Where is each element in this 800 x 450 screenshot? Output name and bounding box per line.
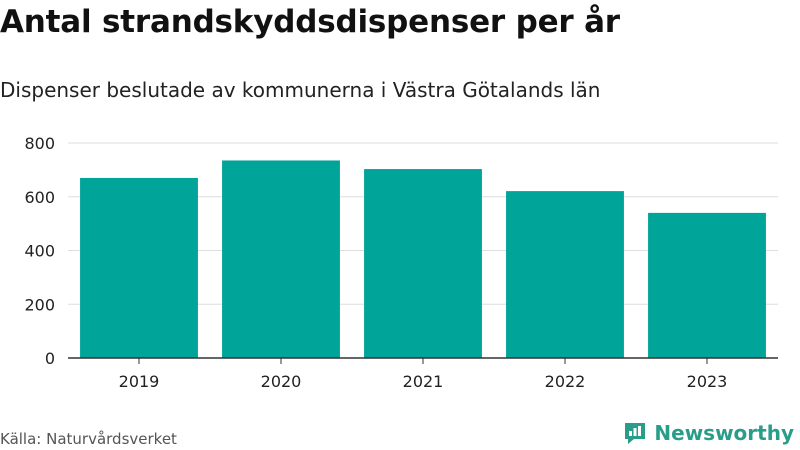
x-tick-label: 2021 — [403, 372, 444, 391]
x-tick-label: 2023 — [687, 372, 728, 391]
source-note: Källa: Naturvårdsverket — [0, 430, 177, 448]
brand-name: Newsworthy — [654, 421, 794, 445]
bar-2023 — [648, 212, 766, 358]
bar-2020 — [222, 160, 340, 358]
x-tick-label: 2020 — [261, 372, 302, 391]
bar-chart: 0 200 400 600 800 2019 2020 2021 2022 2023 — [24, 134, 778, 391]
y-tick-label: 400 — [24, 242, 55, 261]
y-tick-label: 800 — [24, 134, 55, 153]
y-tick-label: 600 — [24, 188, 55, 207]
brand-logo: Newsworthy — [622, 420, 794, 446]
bar-2022 — [506, 191, 624, 358]
x-tick-label: 2019 — [119, 372, 160, 391]
bar-2019 — [80, 177, 198, 358]
chart-subtitle: Dispenser beslutade av kommunerna i Väst… — [0, 78, 601, 102]
y-tick-label: 200 — [24, 295, 55, 314]
chart-title: Antal strandskyddsdispenser per år — [0, 4, 620, 40]
newsworthy-logo-icon — [625, 423, 646, 444]
bar-2021 — [364, 169, 482, 358]
y-tick-label: 0 — [45, 349, 55, 368]
x-tick-label: 2022 — [545, 372, 586, 391]
